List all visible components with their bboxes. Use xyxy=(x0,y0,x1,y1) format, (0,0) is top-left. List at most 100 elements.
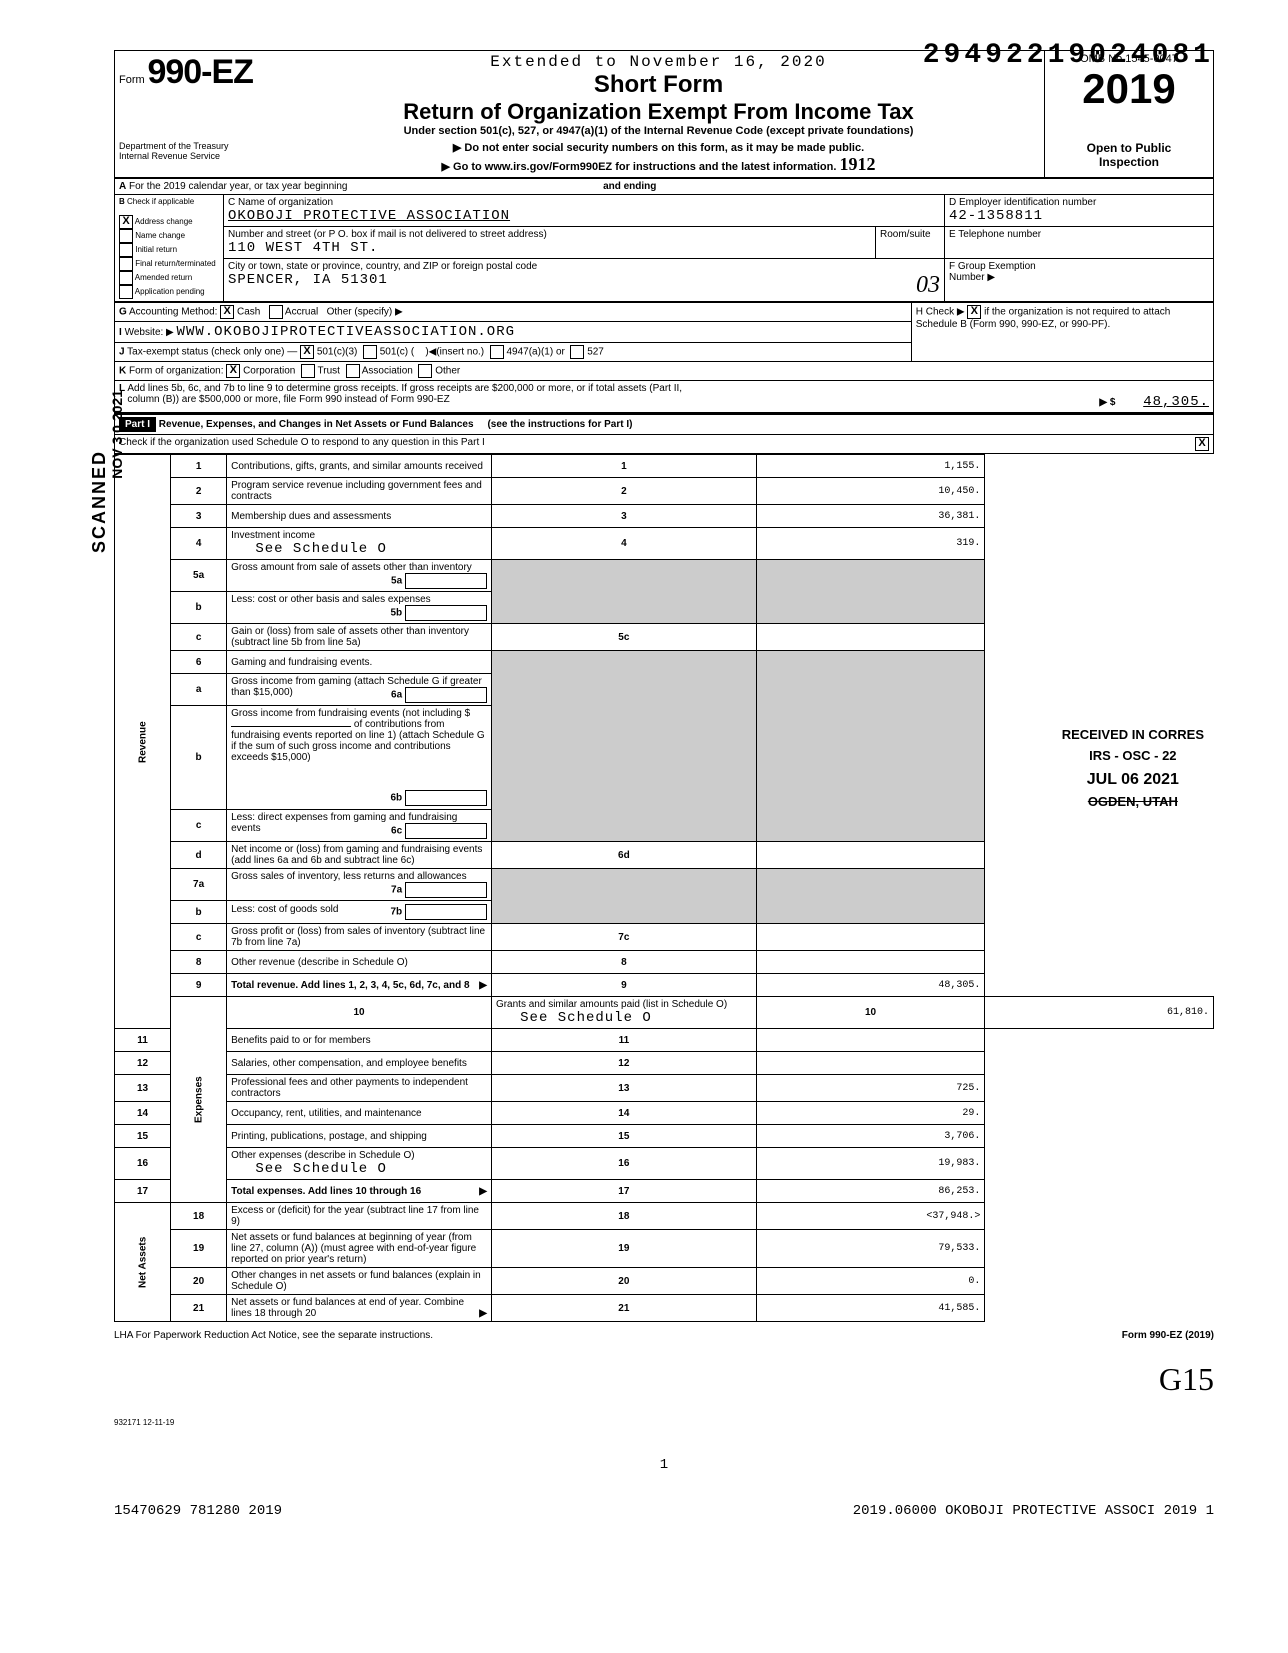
form-990ez-page: 29492219024081 SCANNED NOV 3 0 2021 Form… xyxy=(114,50,1214,1519)
line-7b-box[interactable] xyxy=(405,904,487,920)
k-corp: Corporation xyxy=(243,366,295,377)
j-insert: )◀(insert no.) xyxy=(425,347,484,358)
corp-checkbox[interactable]: X xyxy=(226,364,240,378)
line-7b-desc: Less: cost of goods sold xyxy=(231,904,338,915)
line-4-desc: Investment income xyxy=(231,530,315,541)
line-15-amt: 3,706. xyxy=(756,1125,985,1148)
line-a-text: For the 2019 calendar year, or tax year … xyxy=(129,181,347,192)
tax-year: 2019 xyxy=(1049,65,1209,113)
line-7a-box[interactable] xyxy=(405,882,487,898)
line-4-sched: See Schedule O xyxy=(255,541,387,557)
amended-return-checkbox[interactable] xyxy=(119,271,133,285)
e-label: E Telephone number xyxy=(949,229,1041,240)
line-5b-box[interactable] xyxy=(405,605,487,621)
line-8-desc: Other revenue (describe in Schedule O) xyxy=(227,951,492,974)
c-label: C Name of organization xyxy=(228,197,333,208)
name-change-checkbox[interactable] xyxy=(119,229,133,243)
opt-final-return: Final return/terminated xyxy=(135,259,215,268)
501c3-checkbox[interactable]: X xyxy=(300,345,314,359)
line-16-amt: 19,983. xyxy=(756,1148,985,1180)
line-21-desc: Net assets or fund balances at end of ye… xyxy=(231,1297,464,1319)
no-ssn-warning: ▶ Do not enter social security numbers o… xyxy=(277,141,1040,154)
line-1-amt: 1,155. xyxy=(756,455,985,478)
f-number: Number ▶ xyxy=(949,272,995,283)
line-6b-box[interactable] xyxy=(405,790,487,806)
small-code: 932171 12-11-19 xyxy=(114,1418,1214,1427)
501c-checkbox[interactable] xyxy=(363,345,377,359)
cash-checkbox[interactable]: X xyxy=(220,305,234,319)
opt-app-pending: Application pending xyxy=(135,287,205,296)
line-21-amt: 41,585. xyxy=(756,1295,985,1322)
netassets-side-label: Net Assets xyxy=(115,1203,171,1322)
line-6c-box[interactable] xyxy=(405,823,487,839)
k-label: Form of organization: xyxy=(129,366,224,377)
expenses-side-label: Expenses xyxy=(171,997,227,1203)
page-footer: LHA For Paperwork Reduction Act Notice, … xyxy=(114,1330,1214,1341)
line-5a-desc: Gross amount from sale of assets other t… xyxy=(231,562,472,573)
ein: 42-1358811 xyxy=(949,208,1043,224)
dln-digits: 29492219024081 xyxy=(923,40,1214,71)
address-change-checkbox[interactable]: X xyxy=(119,215,133,229)
j-501c3: 501(c)(3) xyxy=(317,347,358,358)
room-suite-label: Room/suite xyxy=(880,229,931,240)
g-other: Other (specify) ▶ xyxy=(327,307,403,318)
website: WWW.OKOBOJIPROTECTIVEASSOCIATION.ORG xyxy=(177,324,515,340)
h-checkbox[interactable]: X xyxy=(967,305,981,319)
line-10-amt: 61,810. xyxy=(985,997,1214,1029)
goto-url: ▶ Go to www.irs.gov/Form990EZ for instru… xyxy=(442,161,837,173)
addr-label: Number and street (or P O. box if mail i… xyxy=(228,229,547,240)
4947-checkbox[interactable] xyxy=(490,345,504,359)
opt-amended-return: Amended return xyxy=(135,273,192,282)
stamp-date: JUL 06 2021 xyxy=(1062,767,1204,793)
short-form-title: Short Form xyxy=(277,71,1040,99)
line-10-desc: Grants and similar amounts paid (list in… xyxy=(496,999,727,1010)
line-13-desc: Professional fees and other payments to … xyxy=(227,1075,492,1102)
stamp-l2: IRS - OSC - 22 xyxy=(1062,746,1204,767)
d-label: D Employer identification number xyxy=(949,197,1096,208)
bottom-line: 15470629 781280 2019 2019.06000 OKOBOJI … xyxy=(114,1503,1214,1519)
app-pending-checkbox[interactable] xyxy=(119,285,133,299)
accrual-checkbox[interactable] xyxy=(269,305,283,319)
line-17-desc: Total expenses. Add lines 10 through 16 xyxy=(231,1186,421,1197)
revenue-side-label: Revenue xyxy=(115,455,171,1029)
final-return-checkbox[interactable] xyxy=(119,257,133,271)
j-4947: 4947(a)(1) or xyxy=(506,347,564,358)
form-foot: Form 990-EZ (2019) xyxy=(1122,1330,1214,1341)
f-label: F Group Exemption xyxy=(949,261,1036,272)
assoc-checkbox[interactable] xyxy=(346,364,360,378)
line-1-desc: Contributions, gifts, grants, and simila… xyxy=(227,455,492,478)
trust-checkbox[interactable] xyxy=(301,364,315,378)
part1-see: (see the instructions for Part I) xyxy=(487,419,632,430)
and-ending: and ending xyxy=(603,181,656,192)
bottom-right: 2019.06000 OKOBOJI PROTECTIVE ASSOCI 201… xyxy=(853,1503,1214,1519)
line-5b-desc: Less: cost or other basis and sales expe… xyxy=(231,594,431,605)
other-checkbox[interactable] xyxy=(418,364,432,378)
irs-label: Internal Revenue Service xyxy=(119,151,269,161)
l-text1: Add lines 5b, 6c, and 7b to line 9 to de… xyxy=(127,383,682,394)
page-number: 1 xyxy=(114,1457,1214,1473)
line-9-desc: Total revenue. Add lines 1, 2, 3, 4, 5c,… xyxy=(231,980,469,991)
line-3-amt: 36,381. xyxy=(756,505,985,528)
k-other: Other xyxy=(435,366,460,377)
hand-1912: 1912 xyxy=(840,154,876,174)
line-15-desc: Printing, publications, postage, and shi… xyxy=(227,1125,492,1148)
line-6-desc: Gaming and fundraising events. xyxy=(227,651,492,674)
entity-block: B Check if applicable X Address change N… xyxy=(114,194,1214,302)
city-label: City or town, state or province, country… xyxy=(228,261,537,272)
bottom-left: 15470629 781280 2019 xyxy=(114,1503,282,1519)
street-address: 110 WEST 4TH ST. xyxy=(228,240,378,256)
dept-treasury: Department of the Treasury xyxy=(119,141,269,151)
527-checkbox[interactable] xyxy=(570,345,584,359)
h-label: H Check ▶ xyxy=(916,307,965,318)
part1-schedo-checkbox[interactable]: X xyxy=(1195,437,1209,451)
line-6a-box[interactable] xyxy=(405,687,487,703)
k-assoc: Association xyxy=(362,366,413,377)
j-label: Tax-exempt status (check only one) — xyxy=(127,347,297,358)
received-stamp: RECEIVED IN CORRES IRS - OSC - 22 JUL 06… xyxy=(1062,725,1204,813)
initial-return-checkbox[interactable] xyxy=(119,243,133,257)
line-9-amt: 48,305. xyxy=(756,974,985,997)
line-13-amt: 725. xyxy=(756,1075,985,1102)
line-5a-box[interactable] xyxy=(405,573,487,589)
line-7c-desc: Gross profit or (loss) from sales of inv… xyxy=(227,924,492,951)
l-text2: column (B)) are $500,000 or more, file F… xyxy=(127,394,449,405)
